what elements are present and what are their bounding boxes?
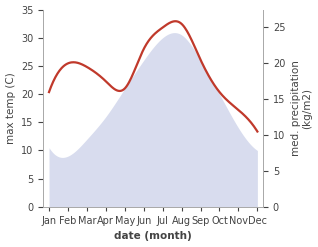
X-axis label: date (month): date (month) (114, 231, 192, 242)
Y-axis label: max temp (C): max temp (C) (5, 72, 16, 144)
Y-axis label: med. precipitation
(kg/m2): med. precipitation (kg/m2) (291, 60, 313, 156)
